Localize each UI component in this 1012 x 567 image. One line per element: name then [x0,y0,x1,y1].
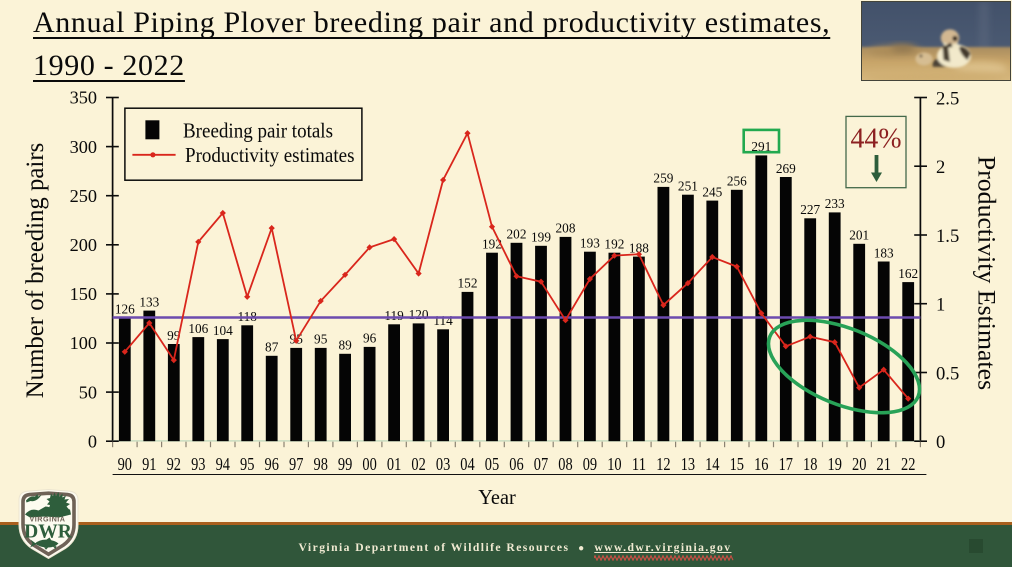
svg-text:08: 08 [558,454,572,474]
svg-text:199: 199 [531,230,551,245]
svg-text:21: 21 [877,454,891,474]
svg-text:90: 90 [118,454,132,474]
svg-text:1.5: 1.5 [936,226,959,247]
svg-text:227: 227 [800,202,820,217]
svg-text:06: 06 [509,454,523,474]
svg-text:150: 150 [70,284,97,304]
svg-text:245: 245 [702,184,722,199]
svg-text:188: 188 [629,240,649,255]
svg-text:50: 50 [79,382,97,402]
svg-text:22: 22 [901,454,915,474]
svg-text:00: 00 [362,454,376,474]
svg-text:200: 200 [70,235,97,255]
svg-text:1: 1 [936,295,945,316]
svg-text:133: 133 [139,294,159,309]
svg-text:14: 14 [705,454,719,474]
svg-text:192: 192 [604,237,624,252]
svg-text:106: 106 [188,321,208,336]
svg-text:94: 94 [216,454,230,474]
svg-text:233: 233 [825,196,845,211]
svg-text:256: 256 [727,174,747,189]
svg-text:162: 162 [898,266,918,281]
svg-text:0.5: 0.5 [936,363,959,384]
svg-text:192: 192 [482,237,502,252]
svg-text:11: 11 [632,454,646,474]
svg-text:09: 09 [583,454,597,474]
svg-text:193: 193 [580,236,600,251]
svg-text:02: 02 [411,454,425,474]
svg-text:87: 87 [265,340,279,355]
svg-text:259: 259 [653,171,673,186]
svg-text:91: 91 [142,454,156,474]
svg-text:04: 04 [460,454,474,474]
svg-text:350: 350 [70,88,97,108]
svg-text:05: 05 [485,454,499,474]
svg-text:07: 07 [534,454,548,474]
svg-text:250: 250 [70,186,97,206]
svg-text:291: 291 [751,139,771,154]
svg-text:Productivity Estimates: Productivity Estimates [973,156,1002,390]
svg-text:2.5: 2.5 [936,88,959,109]
svg-text:104: 104 [213,323,233,338]
svg-text:2: 2 [936,157,945,178]
svg-text:01: 01 [387,454,401,474]
svg-text:17: 17 [779,454,793,474]
svg-text:16: 16 [754,454,768,474]
svg-text:126: 126 [115,301,135,316]
svg-text:300: 300 [70,137,97,157]
svg-text:208: 208 [556,221,576,236]
svg-text:20: 20 [852,454,866,474]
svg-text:10: 10 [607,454,621,474]
svg-text:97: 97 [289,454,303,474]
svg-text:DWR: DWR [24,521,73,542]
svg-text:251: 251 [678,179,698,194]
svg-text:152: 152 [458,276,478,291]
svg-text:99: 99 [338,454,352,474]
svg-text:0: 0 [936,432,945,453]
svg-text:19: 19 [828,454,842,474]
svg-text:Breeding pair totals: Breeding pair totals [183,119,333,143]
svg-text:119: 119 [384,308,404,323]
svg-text:18: 18 [803,454,817,474]
svg-text:95: 95 [314,332,328,347]
svg-text:96: 96 [363,331,377,346]
svg-text:44%: 44% [851,124,902,155]
svg-text:183: 183 [874,245,894,260]
svg-text:114: 114 [433,313,453,328]
svg-text:VIRGINIA: VIRGINIA [30,514,66,523]
svg-text:Productivity estimates: Productivity estimates [185,143,355,167]
svg-text:201: 201 [849,228,869,243]
svg-text:92: 92 [167,454,181,474]
svg-text:120: 120 [409,307,429,322]
svg-text:15: 15 [730,454,744,474]
svg-text:93: 93 [191,454,205,474]
svg-text:202: 202 [507,227,527,242]
svg-text:0: 0 [88,431,97,451]
svg-text:89: 89 [338,338,352,353]
svg-text:269: 269 [776,161,796,176]
svg-text:96: 96 [265,454,279,474]
svg-text:13: 13 [681,454,695,474]
svg-text:Number of breeding pairs: Number of breeding pairs [22,143,49,398]
svg-text:100: 100 [70,333,97,353]
svg-text:95: 95 [240,454,254,474]
svg-text:12: 12 [656,454,670,474]
svg-text:03: 03 [436,454,450,474]
svg-text:98: 98 [314,454,328,474]
svg-text:Year: Year [478,485,516,509]
